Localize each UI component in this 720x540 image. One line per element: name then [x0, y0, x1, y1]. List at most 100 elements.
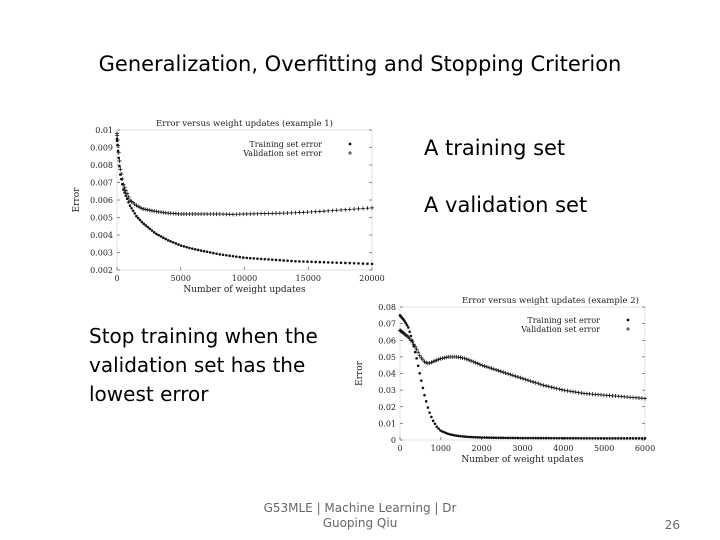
validation-error-point — [149, 208, 154, 213]
validation-error-point — [334, 208, 339, 213]
validation-error-point — [541, 383, 546, 388]
training-error-point — [582, 436, 586, 440]
validation-error-point — [309, 209, 314, 214]
training-error-point — [199, 249, 203, 252]
y-tick-label: 0.003 — [90, 249, 113, 258]
validation-error-point — [343, 207, 348, 212]
x-tick-label: 1000 — [431, 444, 451, 453]
y-tick-label: 0.004 — [90, 231, 113, 240]
x-tick-label: 6000 — [635, 444, 655, 453]
training-error-point — [611, 437, 614, 440]
validation-error-point — [528, 379, 533, 384]
training-error-point — [124, 194, 128, 197]
training-error-point — [431, 419, 435, 423]
validation-error-point — [145, 207, 150, 212]
x-axis-label: Number of weight updates — [183, 285, 306, 295]
training-error-point — [579, 436, 583, 440]
validation-error-point — [370, 205, 374, 210]
y-tick-label: 0.07 — [378, 320, 396, 329]
validation-error-point — [525, 378, 530, 383]
training-error-point — [241, 256, 245, 259]
training-error-point — [622, 437, 626, 440]
y-tick-label: 0 — [391, 436, 396, 445]
y-tick-label: 0.008 — [90, 161, 113, 170]
training-error-point — [640, 437, 644, 440]
training-error-point — [248, 256, 252, 260]
training-error-point — [138, 218, 142, 222]
training-error-point — [469, 435, 473, 439]
training-error-point — [547, 436, 551, 440]
training-error-point — [215, 252, 218, 256]
validation-error-point — [255, 211, 260, 216]
training-error-point — [164, 237, 168, 241]
y-tick-label: 0.002 — [90, 266, 113, 275]
training-error-point — [256, 257, 259, 260]
validation-error-point — [456, 355, 461, 360]
validation-error-point — [568, 389, 573, 394]
training-error-point — [555, 436, 559, 440]
training-error-point — [476, 436, 480, 439]
training-error-point — [526, 436, 530, 440]
training-error-point — [245, 256, 249, 260]
training-error-point — [352, 261, 356, 265]
validation-error-point — [339, 208, 344, 213]
training-error-point — [252, 257, 256, 260]
x-tick-label: 2000 — [471, 444, 491, 453]
validation-error-point — [270, 211, 275, 216]
validation-error-point — [141, 207, 146, 212]
training-error-point — [490, 436, 493, 439]
training-error-point — [558, 436, 561, 440]
stopping-note: Stop training when the validation set ha… — [89, 324, 318, 406]
validation-error-point — [120, 176, 125, 181]
validation-error-point — [506, 371, 511, 376]
validation-error-point — [234, 212, 239, 217]
validation-error-point — [427, 361, 432, 366]
training-error-point — [509, 436, 512, 440]
validation-error-point — [536, 381, 541, 386]
y-tick-label: 0.006 — [90, 196, 113, 205]
y-tick-label: 0.03 — [378, 386, 396, 395]
training-error-point — [506, 436, 510, 440]
training-error-point — [577, 436, 580, 440]
validation-error-point — [347, 207, 352, 212]
validation-error-point — [464, 357, 469, 362]
validation-error-point — [501, 370, 506, 375]
training-error-point — [235, 255, 238, 258]
y-tick-label: 0.007 — [90, 179, 113, 188]
training-error-point — [171, 241, 175, 244]
validation-error-point — [123, 188, 128, 193]
training-error-point — [435, 425, 439, 429]
training-error-point — [123, 191, 126, 194]
legend-training-marker — [626, 318, 630, 322]
legend-validation-marker — [626, 327, 630, 331]
validation-error-point — [262, 211, 267, 216]
training-error-point — [306, 260, 309, 263]
training-error-point — [146, 225, 150, 229]
training-error-point — [492, 436, 496, 440]
training-error-point — [602, 437, 606, 440]
training-error-point — [465, 435, 469, 439]
training-error-point — [560, 436, 564, 440]
training-error-point — [144, 224, 148, 227]
training-error-point — [130, 206, 133, 210]
training-error-point — [544, 436, 548, 440]
training-error-point — [563, 436, 567, 440]
legend-validation-label: Validation set error — [242, 149, 322, 158]
training-error-point — [472, 435, 475, 439]
validation-error-point — [321, 209, 326, 214]
training-error-point — [480, 436, 484, 439]
training-error-point — [348, 261, 352, 265]
validation-error-point — [266, 211, 271, 216]
validation-error-point — [289, 210, 294, 215]
validation-error-point — [411, 342, 416, 347]
training-error-point — [625, 437, 629, 440]
training-error-point — [331, 261, 334, 264]
validation-error-point — [460, 355, 465, 360]
training-error-point — [270, 258, 274, 261]
validation-error-point — [121, 182, 126, 187]
training-error-point — [202, 249, 206, 253]
training-error-point — [550, 436, 553, 440]
validation-error-point — [147, 208, 152, 213]
training-error-point — [571, 436, 575, 440]
